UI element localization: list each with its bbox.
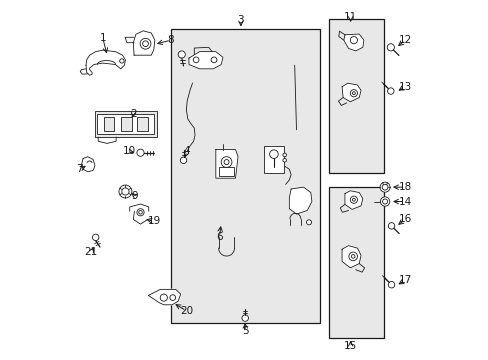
- Text: 15: 15: [344, 341, 357, 351]
- Circle shape: [306, 220, 311, 225]
- Text: 4: 4: [183, 146, 190, 156]
- Circle shape: [282, 153, 286, 157]
- Circle shape: [224, 159, 228, 165]
- Circle shape: [348, 252, 357, 261]
- Circle shape: [282, 158, 286, 162]
- Text: 9: 9: [132, 191, 138, 201]
- Circle shape: [351, 255, 354, 258]
- Text: 5: 5: [242, 326, 248, 336]
- Circle shape: [142, 41, 148, 46]
- Circle shape: [140, 39, 151, 49]
- Text: 16: 16: [398, 215, 411, 224]
- Text: 20: 20: [180, 306, 193, 316]
- Circle shape: [169, 295, 175, 301]
- Polygon shape: [289, 187, 311, 214]
- Circle shape: [160, 294, 167, 301]
- Text: 14: 14: [398, 197, 411, 207]
- Polygon shape: [215, 149, 238, 178]
- Circle shape: [386, 44, 394, 51]
- Circle shape: [221, 157, 231, 167]
- Text: 6: 6: [216, 232, 222, 242]
- Polygon shape: [188, 51, 223, 69]
- Circle shape: [211, 57, 217, 63]
- Bar: [121, 117, 131, 131]
- Polygon shape: [148, 289, 180, 305]
- Circle shape: [352, 198, 355, 201]
- Circle shape: [352, 92, 355, 95]
- Circle shape: [193, 57, 199, 63]
- Text: 19: 19: [147, 216, 161, 226]
- Circle shape: [139, 211, 142, 214]
- Circle shape: [349, 37, 357, 44]
- Polygon shape: [344, 191, 362, 210]
- Circle shape: [349, 196, 357, 203]
- Text: 12: 12: [398, 35, 411, 45]
- Circle shape: [119, 185, 132, 198]
- Circle shape: [382, 199, 387, 204]
- Polygon shape: [81, 157, 95, 172]
- Circle shape: [379, 182, 389, 192]
- Bar: [94, 111, 157, 137]
- Bar: [218, 167, 234, 176]
- Circle shape: [92, 234, 99, 240]
- Text: 2: 2: [130, 109, 136, 119]
- Circle shape: [387, 223, 394, 229]
- Bar: [264, 146, 284, 173]
- Circle shape: [269, 150, 278, 158]
- Circle shape: [242, 315, 248, 321]
- Circle shape: [137, 209, 144, 216]
- Polygon shape: [86, 50, 125, 75]
- Circle shape: [382, 184, 387, 190]
- Circle shape: [387, 282, 394, 288]
- Text: 11: 11: [344, 12, 357, 22]
- Bar: [171, 30, 319, 323]
- Text: 21: 21: [84, 247, 98, 257]
- Circle shape: [120, 59, 124, 63]
- Bar: [137, 117, 147, 131]
- Polygon shape: [341, 83, 360, 102]
- Text: 8: 8: [167, 35, 174, 45]
- Text: 1: 1: [100, 33, 106, 43]
- Circle shape: [178, 51, 185, 58]
- Text: 13: 13: [398, 82, 411, 92]
- Text: 18: 18: [398, 182, 411, 192]
- Circle shape: [137, 149, 144, 156]
- Circle shape: [387, 88, 393, 94]
- Text: 7: 7: [76, 164, 82, 174]
- Circle shape: [380, 197, 389, 206]
- Bar: [328, 19, 384, 173]
- Text: 10: 10: [122, 146, 135, 156]
- Text: 17: 17: [398, 275, 411, 285]
- Circle shape: [349, 90, 357, 97]
- Polygon shape: [341, 246, 360, 268]
- Bar: [97, 114, 154, 134]
- Bar: [328, 187, 384, 338]
- Bar: [103, 117, 114, 131]
- Text: 3: 3: [237, 15, 244, 26]
- Circle shape: [180, 157, 186, 163]
- Polygon shape: [343, 34, 363, 51]
- Polygon shape: [133, 31, 155, 55]
- Circle shape: [122, 188, 129, 195]
